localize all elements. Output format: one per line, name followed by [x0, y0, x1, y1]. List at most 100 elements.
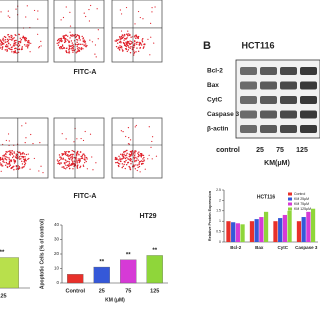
- flow-dot: [64, 159, 66, 161]
- flow-dot: [126, 149, 128, 152]
- flow-dot: [66, 166, 68, 169]
- flow-dot: [135, 51, 137, 53]
- flow-dot: [5, 153, 7, 156]
- flow-dot: [127, 127, 130, 129]
- flow-dot: [135, 164, 137, 166]
- flow-dot: [18, 166, 20, 168]
- flow-dot: [83, 44, 85, 47]
- flow-dot: [9, 48, 11, 50]
- bar: [259, 217, 264, 242]
- flow-dot: [138, 162, 140, 164]
- bar: [120, 259, 137, 284]
- flow-dot: [65, 152, 67, 155]
- flow-dot: [14, 51, 17, 54]
- flow-dot: [94, 44, 97, 46]
- flow-dot: [138, 165, 141, 168]
- flow-dot: [14, 50, 16, 52]
- flow-dot: [126, 37, 128, 39]
- flow-dot: [124, 150, 126, 153]
- flow-dot: [14, 156, 17, 158]
- flow-dot: [61, 133, 63, 135]
- flow-dot: [135, 34, 137, 36]
- x-tick-label: 125: [0, 293, 7, 299]
- flow-dot: [65, 168, 67, 170]
- flow-dot: [10, 38, 12, 41]
- flow-dot: [63, 166, 65, 168]
- flow-dot: [150, 36, 152, 38]
- flow-dot: [13, 50, 15, 53]
- flow-dot: [20, 158, 22, 160]
- flow-dot: [18, 44, 21, 47]
- x-tick-label: Bcl-2: [230, 245, 242, 250]
- flow-dot: [0, 45, 1, 47]
- flow-dot: [115, 161, 117, 164]
- flow-dot: [127, 49, 130, 51]
- flow-dot: [116, 39, 119, 41]
- flow-dot: [11, 152, 13, 155]
- flow-dot: [11, 156, 14, 159]
- flow-dot: [139, 171, 141, 173]
- flow-dot: [19, 151, 21, 154]
- flow-dot: [70, 163, 73, 166]
- flow-dot: [97, 38, 99, 40]
- flow-dot: [4, 39, 7, 41]
- flow-dot: [8, 42, 10, 45]
- flow-dot: [0, 11, 2, 13]
- flow-dot: [67, 52, 69, 54]
- flow-dot: [73, 34, 75, 36]
- flow-dot: [6, 151, 8, 153]
- flow-dot: [11, 166, 14, 168]
- flow-dot: [133, 51, 136, 54]
- flow-dot: [27, 153, 29, 155]
- flow-dot: [24, 158, 27, 160]
- blot-protein-label: Caspase 3: [207, 111, 240, 118]
- flow-dot: [75, 158, 77, 160]
- flow-dot: [38, 46, 41, 48]
- flow-dot: [137, 153, 140, 156]
- flow-dot: [5, 161, 8, 164]
- blot-band: [240, 67, 257, 75]
- flow-dot: [71, 155, 74, 157]
- flow-dot: [66, 160, 69, 163]
- flow-dot: [13, 152, 15, 154]
- flow-dot: [117, 162, 120, 165]
- flow-dot: [79, 165, 82, 168]
- blot-protein-label: β-actin: [207, 126, 228, 133]
- flow-dot: [68, 150, 71, 153]
- flow-dot: [89, 133, 92, 135]
- blot-dose-label: KM(μM): [264, 160, 290, 167]
- flow-dot: [12, 38, 14, 40]
- flow-dot: [9, 163, 11, 165]
- flow-dot: [123, 39, 125, 41]
- flow-dot: [129, 166, 131, 169]
- flow-dot: [129, 43, 132, 46]
- blot-lane-label: 125: [296, 147, 308, 154]
- flow-dot: [141, 153, 143, 155]
- flow-dot: [18, 40, 21, 43]
- flow-dot: [7, 40, 10, 42]
- flow-dot: [150, 22, 152, 24]
- flow-dot: [56, 159, 59, 161]
- flow-dot: [10, 159, 12, 161]
- legend-label: KM 25μM: [294, 197, 309, 201]
- flow-dot: [130, 41, 133, 43]
- flow-dot: [86, 168, 88, 170]
- flow-dot: [144, 168, 146, 170]
- bar: [240, 224, 245, 242]
- bar: [254, 219, 259, 242]
- flow-plot-frame: [111, 117, 163, 179]
- flow-dot: [5, 41, 7, 43]
- flow-dot: [60, 39, 62, 41]
- flow-dot: [81, 157, 84, 160]
- flow-dot: [76, 167, 79, 169]
- flow-dot: [95, 162, 97, 164]
- bar: [0, 257, 19, 289]
- flow-dot: [72, 153, 74, 156]
- significance-mark: **: [0, 250, 5, 256]
- flow-dot: [72, 168, 74, 170]
- flow-dot: [86, 158, 88, 160]
- flow-dot: [124, 167, 126, 170]
- flow-dot: [119, 36, 121, 38]
- flow-dot: [119, 45, 121, 47]
- flow-dot: [116, 42, 119, 44]
